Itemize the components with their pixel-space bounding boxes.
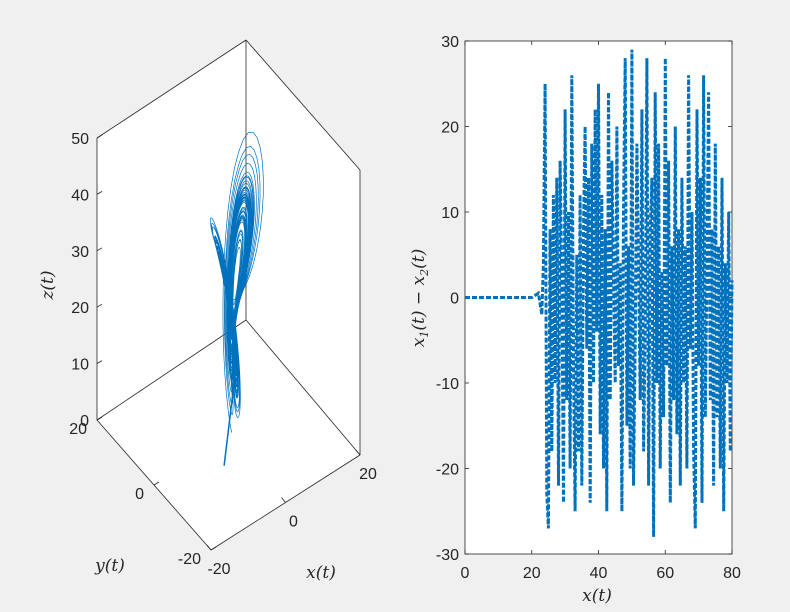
floor-back-left-edge [96, 319, 247, 421]
y2-axis-label: x1(t) − x2(t) [409, 249, 431, 347]
z-tick-mark [96, 191, 103, 195]
x-axis-label: x(t) [306, 563, 336, 583]
x2-tick-label: 80 [723, 565, 741, 582]
attractor-line [209, 131, 264, 433]
top-back-right-edge [245, 39, 361, 171]
x-tick-mark [355, 449, 361, 456]
back-wall-right [246, 40, 360, 455]
attractor-trajectory [209, 131, 264, 466]
x2-tick-label: 20 [523, 565, 541, 582]
x2-tick-label: 60 [656, 565, 674, 582]
z-tick-label: 10 [71, 357, 89, 374]
attractor-stem [223, 335, 234, 466]
x-tick-label: 20 [359, 466, 377, 483]
y2-tick-label: 0 [450, 291, 459, 308]
z-tick-label: 0 [80, 413, 89, 430]
x-tick-label: -20 [207, 561, 230, 578]
y-tick-mark [153, 481, 160, 486]
y2-tick-label: -20 [436, 462, 459, 479]
top-back-left-edge [96, 39, 247, 139]
x-ticks: -20 0 20 [206, 449, 377, 578]
z-tick-label: 30 [71, 244, 89, 261]
x2-tick-label: 0 [461, 565, 470, 582]
y-tick-label: -20 [178, 551, 201, 568]
z-tick-mark [96, 247, 103, 252]
z-tick-mark [96, 303, 103, 308]
y-tick-label: 20 [69, 421, 87, 438]
z-tick-label: 40 [71, 187, 89, 204]
y-tick-mark [210, 546, 217, 551]
y-tick-mark [96, 416, 103, 421]
plot-difference: -30 -20 -10 0 10 20 30 0 20 40 60 80 x(t) x1(t) − … [409, 34, 741, 606]
x2-tick-label: 40 [590, 565, 608, 582]
y2-tick-label: 20 [441, 120, 459, 137]
x-tick-mark [206, 544, 212, 551]
z-tick-label: 50 [71, 131, 89, 148]
floor-back-right-edge [245, 319, 361, 456]
y2-tick-label: 30 [441, 34, 459, 51]
z-ticks: 0 10 20 30 40 50 [71, 131, 103, 430]
series-line [465, 49, 734, 537]
x-tick-mark [281, 497, 286, 503]
y2-tick-label: 10 [441, 205, 459, 222]
back-wall-left [97, 40, 246, 420]
y2-tick-label: -10 [436, 376, 459, 393]
x-tick-label: 0 [289, 514, 298, 531]
x2-axis-label: x(t) [582, 586, 612, 606]
z-tick-label: 20 [71, 300, 89, 317]
y2-tick-label: -30 [436, 547, 459, 564]
x2-ticks: 0 20 40 60 80 [461, 41, 741, 582]
z-axis-label: z(t) [38, 270, 58, 300]
z-tick-mark [96, 360, 103, 364]
series-difference [465, 49, 734, 537]
z-tick-mark [96, 134, 103, 139]
y2-ticks: -30 -20 -10 0 10 20 30 [436, 34, 732, 564]
y-tick-label: 0 [135, 486, 144, 503]
y-axis-label: y(t) [94, 556, 125, 576]
